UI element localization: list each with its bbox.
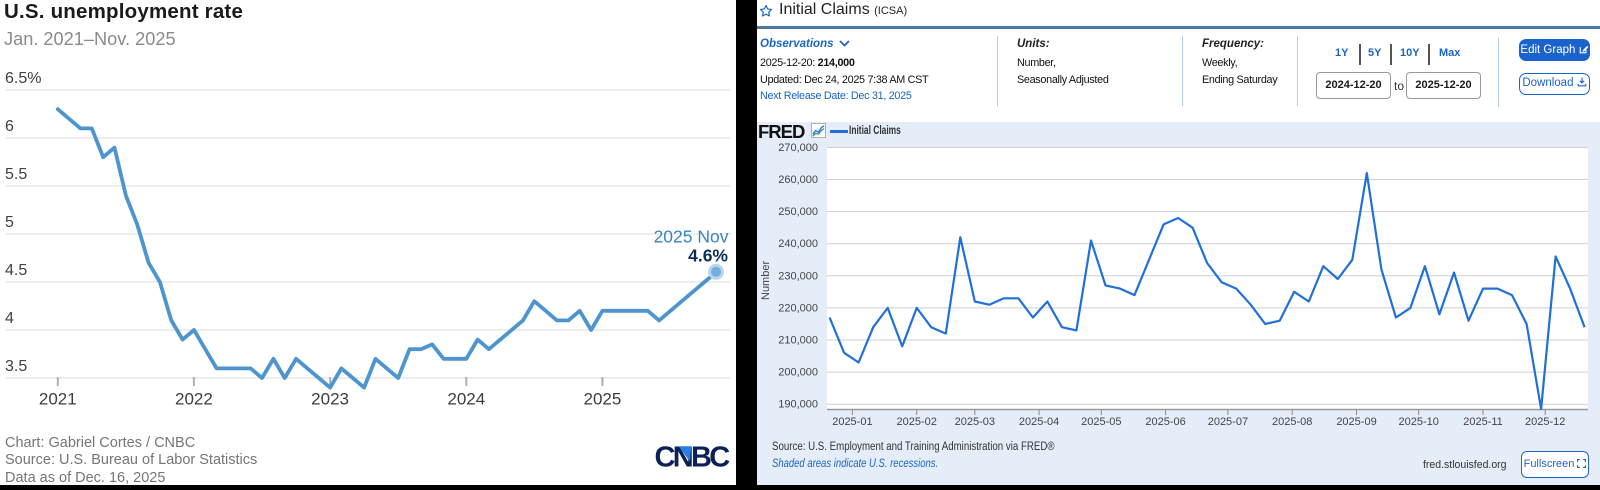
svg-text:2025 Nov: 2025 Nov: [654, 227, 729, 247]
svg-text:260,000: 260,000: [778, 174, 818, 186]
svg-text:230,000: 230,000: [778, 270, 818, 282]
svg-text:2025-05: 2025-05: [1081, 416, 1121, 428]
svg-text:270,000: 270,000: [778, 142, 818, 154]
svg-text:5: 5: [5, 214, 14, 231]
svg-text:2025-07: 2025-07: [1208, 416, 1248, 428]
svg-text:2025-02: 2025-02: [897, 416, 937, 428]
svg-text:2025-12: 2025-12: [1525, 416, 1565, 428]
svg-text:250,000: 250,000: [778, 206, 818, 218]
svg-text:CNBC: CNBC: [655, 445, 730, 471]
svg-text:220,000: 220,000: [778, 302, 818, 314]
svg-text:6: 6: [5, 118, 14, 135]
svg-text:6.5%: 6.5%: [5, 70, 41, 87]
svg-text:3.5: 3.5: [5, 358, 27, 375]
svg-text:2021: 2021: [39, 390, 77, 409]
svg-text:2025-06: 2025-06: [1145, 416, 1185, 428]
svg-text:2025-04: 2025-04: [1019, 416, 1059, 428]
svg-text:2025-11: 2025-11: [1463, 416, 1503, 428]
svg-text:5.5: 5.5: [5, 166, 27, 183]
svg-text:2025-09: 2025-09: [1336, 416, 1376, 428]
svg-text:4.6%: 4.6%: [688, 246, 728, 266]
svg-text:4.5: 4.5: [5, 262, 27, 279]
svg-text:200,000: 200,000: [778, 367, 818, 379]
svg-text:2025-10: 2025-10: [1399, 416, 1439, 428]
svg-text:2022: 2022: [175, 390, 213, 409]
svg-text:4: 4: [5, 310, 14, 327]
svg-text:2023: 2023: [311, 390, 349, 409]
svg-text:190,000: 190,000: [778, 399, 818, 411]
svg-text:2025: 2025: [583, 390, 621, 409]
svg-text:240,000: 240,000: [778, 238, 818, 250]
svg-text:210,000: 210,000: [778, 335, 818, 347]
svg-text:2024: 2024: [447, 390, 485, 409]
svg-text:2025-08: 2025-08: [1272, 416, 1312, 428]
svg-text:2025-01: 2025-01: [832, 416, 872, 428]
svg-text:2025-03: 2025-03: [955, 416, 995, 428]
